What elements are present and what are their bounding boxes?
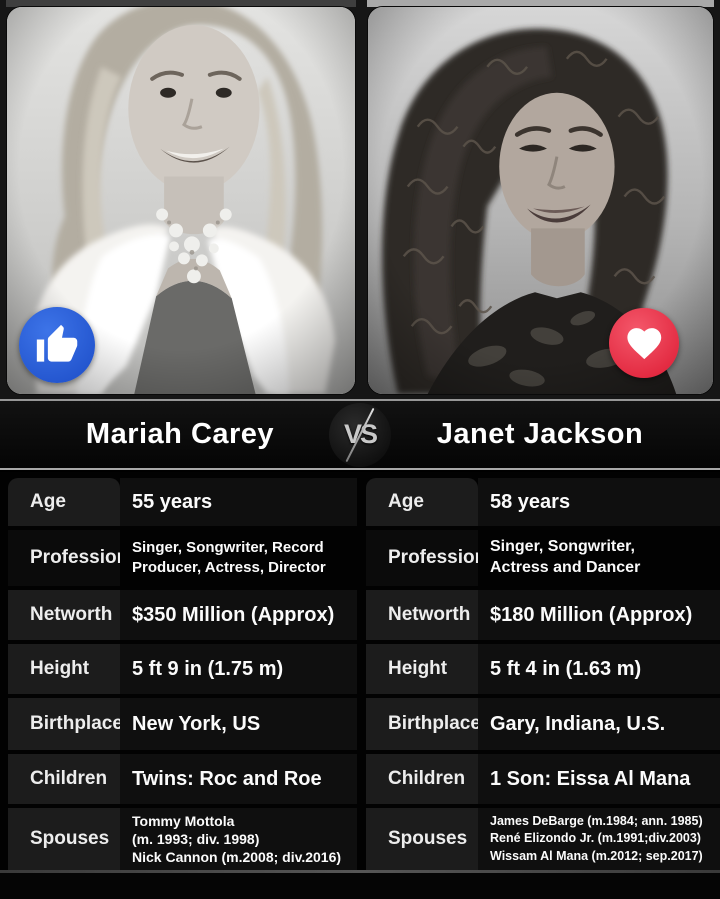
row-value: 1 Son: Eissa Al Mana	[478, 754, 720, 804]
table-row: Profession Singer, Songwriter, Record Pr…	[8, 530, 357, 586]
row-value: $180 Million (Approx)	[478, 590, 720, 640]
row-label: Networth	[8, 590, 120, 640]
row-value: Gary, Indiana, U.S.	[478, 698, 720, 750]
comparison-table-left: Age 55 years Profession Singer, Songwrit…	[8, 478, 357, 874]
row-label: Height	[8, 644, 120, 694]
table-row: Spouses James DeBarge (m.1984; ann. 1985…	[366, 808, 720, 870]
row-label: Spouses	[8, 808, 120, 870]
row-value: Tommy Mottola (m. 1993; div. 1998) Nick …	[120, 808, 357, 870]
love-reaction-badge	[609, 308, 679, 378]
row-label: Birthplace	[8, 698, 123, 750]
table-bottom-divider	[0, 870, 720, 873]
row-label: Children	[8, 754, 120, 804]
row-value: 55 years	[120, 478, 357, 526]
left-subject-name: Mariah Carey	[85, 418, 275, 450]
table-row: Profession Singer, Songwriter, Actress a…	[366, 530, 720, 586]
table-row: Height 5 ft 9 in (1.75 m)	[8, 644, 357, 694]
table-row: Birthplace Gary, Indiana, U.S.	[366, 698, 720, 750]
table-row: Networth $180 Million (Approx)	[366, 590, 720, 640]
comparison-section: Age 55 years Profession Singer, Songwrit…	[0, 472, 720, 872]
photo-janet-jackson	[367, 6, 714, 395]
row-label: Children	[366, 754, 478, 804]
thumbs-up-icon	[36, 324, 78, 362]
vs-emblem: VS	[329, 402, 391, 467]
right-subject-name: Janet Jackson	[436, 418, 644, 450]
row-value: Singer, Songwriter, Record Producer, Act…	[120, 530, 357, 586]
table-row: Children Twins: Roc and Roe	[8, 754, 357, 804]
row-value: Singer, Songwriter, Actress and Dancer	[478, 530, 720, 586]
photo-section	[0, 0, 720, 399]
row-value: 5 ft 9 in (1.75 m)	[120, 644, 357, 694]
photo-mariah-carey	[6, 6, 356, 395]
vs-banner: Mariah Carey Janet Jackson VS	[0, 399, 720, 470]
right-photo-top-edge	[367, 0, 714, 7]
bottom-strip	[0, 873, 720, 899]
row-value: James DeBarge (m.1984; ann. 1985) René E…	[478, 808, 720, 870]
row-label: Networth	[366, 590, 478, 640]
row-label: Birthplace	[366, 698, 481, 750]
row-label: Profession	[8, 530, 128, 586]
row-value: $350 Million (Approx)	[120, 590, 357, 640]
row-value: New York, US	[120, 698, 357, 750]
row-value: 5 ft 4 in (1.63 m)	[478, 644, 720, 694]
heart-icon	[627, 327, 661, 359]
table-row: Age 55 years	[8, 478, 357, 526]
table-row: Networth $350 Million (Approx)	[8, 590, 357, 640]
table-row: Height 5 ft 4 in (1.63 m)	[366, 644, 720, 694]
row-value: 58 years	[478, 478, 720, 526]
row-label: Spouses	[366, 808, 478, 870]
row-label: Height	[366, 644, 478, 694]
comparison-table-right: Age 58 years Profession Singer, Songwrit…	[366, 478, 720, 874]
table-row: Birthplace New York, US	[8, 698, 357, 750]
table-row: Age 58 years	[366, 478, 720, 526]
row-label: Profession	[366, 530, 486, 586]
like-reaction-badge	[19, 307, 95, 383]
table-row: Children 1 Son: Eissa Al Mana	[366, 754, 720, 804]
table-row: Spouses Tommy Mottola (m. 1993; div. 199…	[8, 808, 357, 870]
left-photo-top-edge	[6, 0, 356, 7]
row-label: Age	[366, 478, 478, 526]
row-label: Age	[8, 478, 120, 526]
row-value: Twins: Roc and Roe	[120, 754, 357, 804]
